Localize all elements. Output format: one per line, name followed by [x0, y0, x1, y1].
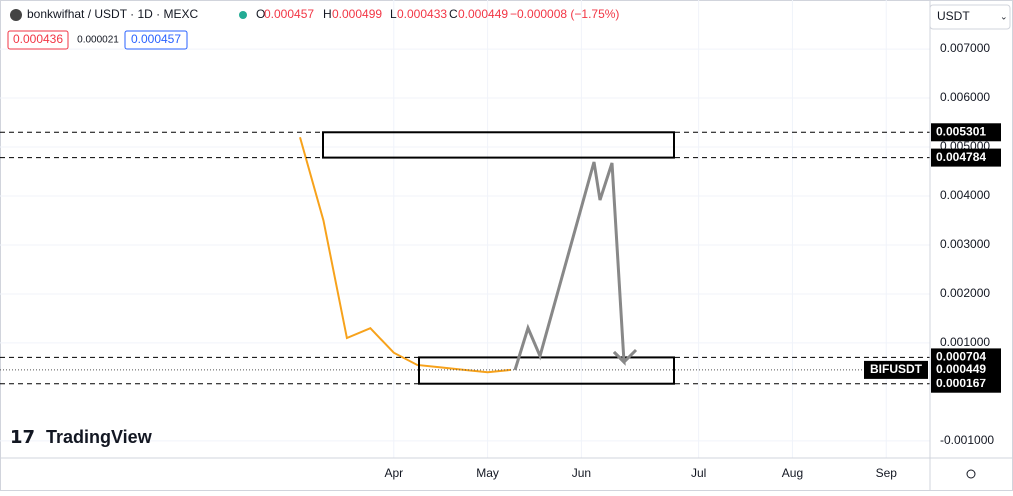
- settings-icon[interactable]: [966, 469, 976, 479]
- current-price-box: [931, 360, 1001, 379]
- ohlc-value: 0.000449: [458, 7, 508, 21]
- spread: 0.000021: [77, 35, 119, 46]
- bid[interactable]: 0.000436: [13, 32, 63, 46]
- level-label: 0.004784: [936, 150, 986, 164]
- x-tick-label: Jul: [691, 466, 706, 480]
- brand-logo: 𝟭𝟳: [10, 427, 35, 447]
- ohlc-label: H: [323, 7, 332, 21]
- status-dot: [239, 11, 247, 19]
- current-price-label: 0.000449: [936, 362, 986, 376]
- x-tick-label: Jun: [572, 466, 591, 480]
- x-tick-label: Aug: [782, 466, 803, 480]
- ohlc-value: 0.000457: [264, 7, 314, 21]
- x-tick-label: May: [476, 466, 499, 480]
- ask[interactable]: 0.000457: [131, 32, 181, 46]
- projection-path: [513, 161, 626, 371]
- x-tick-label: Sep: [876, 466, 898, 480]
- currency-select[interactable]: [929, 4, 1011, 30]
- symbol-icon: [10, 9, 22, 21]
- ohlc-value: 0.000433: [397, 7, 447, 21]
- level-label: 0.005301: [936, 124, 986, 138]
- y-tick-label: 0.007000: [940, 41, 990, 55]
- level-label-box: [931, 374, 1001, 393]
- ask-box[interactable]: [124, 30, 188, 50]
- currency[interactable]: USDT: [937, 9, 970, 23]
- level-label-box: [931, 148, 1001, 167]
- y-tick-label: 0.002000: [940, 286, 990, 300]
- level-label-box: [931, 123, 1001, 142]
- price-line: [299, 136, 512, 374]
- y-tick-label: -0.001000: [940, 433, 994, 447]
- zone-box: [418, 356, 675, 385]
- axis-labels: 0.0070000.0060000.0050000.0040000.003000…: [384, 41, 1001, 480]
- y-tick-label: 0.003000: [940, 237, 990, 251]
- bid-box[interactable]: [7, 30, 69, 50]
- ohlc-label: L: [390, 7, 397, 21]
- dropdown-arrow[interactable]: ⌄: [1000, 11, 1008, 21]
- ohlc-label: O: [256, 7, 265, 21]
- series-label-box: [864, 360, 928, 379]
- ohlc-label: C: [449, 7, 458, 21]
- change: −0.000008 (−1.75%): [510, 7, 619, 21]
- x-tick-label: Apr: [384, 466, 403, 480]
- y-tick-label: 0.006000: [940, 90, 990, 104]
- level-label: 0.000704: [936, 350, 986, 364]
- brand: TradingView: [46, 427, 153, 447]
- symbol[interactable]: bonkwifhat / USDT · 1D · MEXC: [27, 7, 198, 21]
- y-tick-label: 0.004000: [940, 188, 990, 202]
- level-label: 0.000167: [936, 376, 986, 390]
- grid: [0, 0, 930, 458]
- plot: [0, 131, 930, 385]
- ohlc-value: 0.000499: [332, 7, 382, 21]
- y-tick-label: 0.001000: [940, 335, 990, 349]
- projection-arrow: [612, 348, 638, 365]
- series-label: BIFUSDT: [870, 362, 923, 376]
